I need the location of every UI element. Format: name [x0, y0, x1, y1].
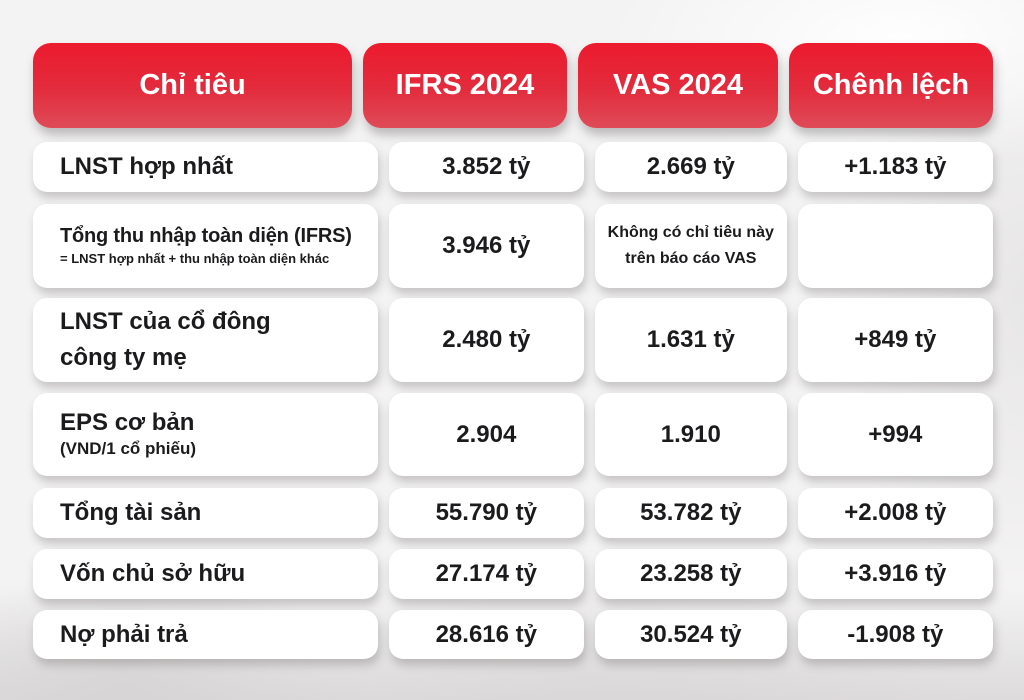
diff-value: +3.916 tỷ [844, 560, 947, 587]
ifrs-value-cell: 28.616 tỷ [388, 610, 584, 659]
vas-value: 1.910 [660, 420, 721, 448]
diff-value: -1.908 tỷ [847, 620, 944, 648]
diff-value-cell: -1.908 tỷ [797, 610, 993, 659]
col-header-vas-2024: VAS 2024 [578, 43, 778, 128]
vas-value: 30.524 tỷ [640, 620, 742, 648]
table-row: Tổng tài sản 55.790 tỷ 53.782 tỷ +2.008 … [33, 488, 993, 538]
row-label: Tổng tài sản [60, 499, 202, 526]
diff-value-cell [797, 204, 993, 288]
row-label: Tổng thu nhập toàn diện (IFRS) [60, 225, 352, 248]
vas-value-cell: 2.669 tỷ [595, 142, 787, 192]
row-sublabel: = LNST hợp nhất + thu nhập toàn diện khá… [60, 251, 330, 267]
vas-value-cell: Không có chỉ tiêu này trên báo cáo VAS [595, 204, 787, 288]
ifrs-value-cell: 2.904 [388, 393, 584, 476]
row-label: LNST của cổ đông công ty mẹ [60, 308, 271, 371]
table-row: Tổng thu nhập toàn diện (IFRS) = LNST hợ… [33, 204, 993, 288]
row-label: LNST hợp nhất [60, 153, 234, 180]
col-header-ifrs-2024: IFRS 2024 [363, 43, 567, 128]
diff-value-cell: +1.183 tỷ [797, 142, 993, 192]
table-row: LNST của cổ đông công ty mẹ 2.480 tỷ 1.6… [33, 298, 993, 382]
ifrs-vas-comparison-table: Chỉ tiêu IFRS 2024 VAS 2024 Chênh lệch L… [33, 43, 993, 659]
vas-value: 2.669 tỷ [646, 153, 735, 180]
vas-note: Không có chỉ tiêu này trên báo cáo VAS [607, 224, 774, 267]
row-label-cell: Tổng thu nhập toàn diện (IFRS) = LNST hợ… [33, 204, 378, 288]
ifrs-value-cell: 3.852 tỷ [388, 142, 584, 192]
row-sublabel: (VND/1 cổ phiếu) [60, 439, 197, 459]
row-label: Vốn chủ sở hữu [60, 560, 246, 587]
diff-value: +2.008 tỷ [844, 499, 947, 526]
row-label: EPS cơ bản [60, 409, 195, 437]
vas-value-cell: 30.524 tỷ [595, 610, 787, 659]
table-row: Nợ phải trả 28.616 tỷ 30.524 tỷ -1.908 t… [33, 610, 993, 659]
ifrs-value-cell: 3.946 tỷ [388, 204, 584, 288]
row-label: Nợ phải trả [60, 620, 188, 648]
ifrs-value: 55.790 tỷ [435, 499, 537, 526]
col-header-chenh-lech: Chênh lệch [789, 43, 993, 128]
vas-value: 23.258 tỷ [640, 560, 742, 587]
diff-value-cell: +3.916 tỷ [797, 549, 993, 599]
vas-value-cell: 1.631 tỷ [595, 298, 787, 382]
vas-value-cell: 23.258 tỷ [595, 549, 787, 599]
row-label-cell: LNST hợp nhất [33, 142, 378, 192]
vas-value: 1.631 tỷ [646, 326, 735, 353]
row-label-cell: LNST của cổ đông công ty mẹ [33, 298, 378, 382]
row-label-cell: Vốn chủ sở hữu [33, 549, 378, 599]
header-row: Chỉ tiêu IFRS 2024 VAS 2024 Chênh lệch [33, 43, 993, 128]
row-label-cell: EPS cơ bản (VND/1 cổ phiếu) [33, 393, 378, 476]
diff-value: +849 tỷ [854, 326, 937, 353]
col-header-label: VAS 2024 [612, 69, 744, 101]
col-header-chi-tieu: Chỉ tiêu [33, 43, 352, 128]
vas-value-cell: 53.782 tỷ [595, 488, 787, 538]
vas-value: 53.782 tỷ [640, 499, 742, 526]
ifrs-value: 2.904 [456, 420, 517, 448]
row-label-cell: Tổng tài sản [33, 488, 378, 538]
table-row: EPS cơ bản (VND/1 cổ phiếu) 2.904 1.910 … [33, 393, 993, 476]
diff-value-cell: +994 [797, 393, 993, 476]
vas-value-cell: 1.910 [595, 393, 787, 476]
ifrs-value: 27.174 tỷ [435, 560, 537, 587]
ifrs-value: 3.852 tỷ [442, 153, 531, 180]
col-header-label: Chỉ tiêu [139, 69, 246, 101]
ifrs-value: 2.480 tỷ [442, 326, 531, 353]
ifrs-value-cell: 2.480 tỷ [388, 298, 584, 382]
diff-value: +994 [868, 420, 923, 448]
col-header-label: IFRS 2024 [395, 69, 535, 101]
diff-value: +1.183 tỷ [844, 153, 947, 180]
ifrs-value-cell: 55.790 tỷ [388, 488, 584, 538]
table-row: LNST hợp nhất 3.852 tỷ 2.669 tỷ +1.183 t… [33, 142, 993, 192]
col-header-label: Chênh lệch [812, 69, 970, 101]
diff-value-cell: +849 tỷ [797, 298, 993, 382]
row-label-cell: Nợ phải trả [33, 610, 378, 659]
table-row: Vốn chủ sở hữu 27.174 tỷ 23.258 tỷ +3.91… [33, 549, 993, 599]
ifrs-value: 3.946 tỷ [442, 232, 531, 259]
ifrs-value-cell: 27.174 tỷ [388, 549, 584, 599]
diff-value-cell: +2.008 tỷ [797, 488, 993, 538]
ifrs-value: 28.616 tỷ [435, 620, 537, 648]
